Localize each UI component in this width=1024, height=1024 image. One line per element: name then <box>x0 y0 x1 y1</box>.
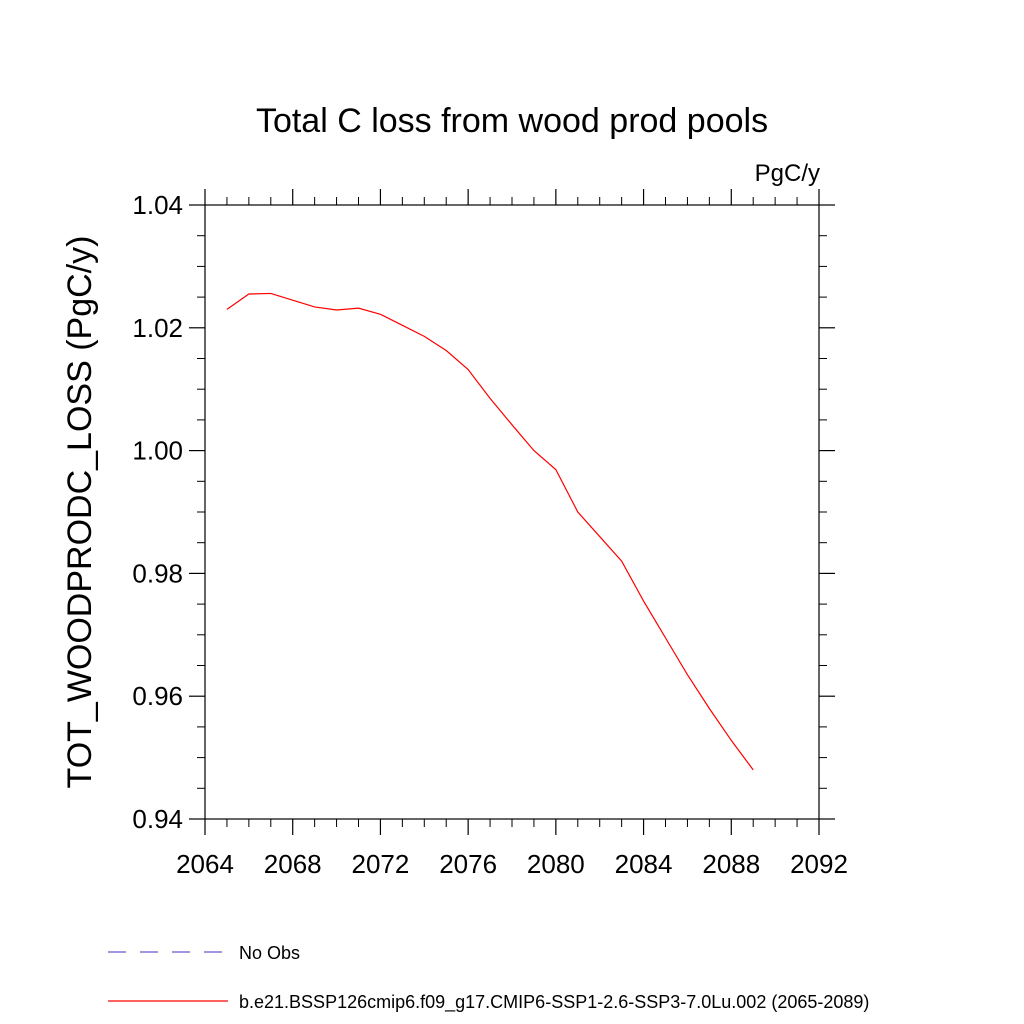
x-tick-label: 2064 <box>176 849 234 879</box>
series-line <box>226 292 754 771</box>
y-tick-label: 0.96 <box>132 681 183 711</box>
x-tick-label: 2088 <box>702 849 760 879</box>
legend-label: b.e21.BSSP126cmip6.f09_g17.CMIP6-SSP1-2.… <box>239 992 869 1013</box>
x-tick-label: 2072 <box>352 849 410 879</box>
y-tick-label: 0.98 <box>132 558 183 588</box>
y-tick-label: 0.94 <box>132 804 183 834</box>
y-tick-label: 1.00 <box>132 436 183 466</box>
y-tick-label: 1.02 <box>132 313 183 343</box>
legend-label: No Obs <box>239 943 300 963</box>
x-tick-label: 2084 <box>615 849 673 879</box>
series-layer <box>226 292 754 771</box>
x-tick-label: 2092 <box>790 849 848 879</box>
axis-ticks: 2064 2068 2072 2076 2080 2084 2088 2092 0.94 0.96… <box>132 189 848 879</box>
plot-frame <box>204 204 820 820</box>
units-label: PgC/y <box>755 160 820 187</box>
x-tick-label: 2080 <box>527 849 585 879</box>
legend: No Obs b.e21.BSSP126cmip6.f09_g17.CMIP6-S… <box>108 943 869 1013</box>
y-axis-label: TOT_WOODPRODC_LOSS (PgC/y) <box>61 236 99 789</box>
y-tick-label: 1.04 <box>132 190 183 220</box>
x-tick-label: 2068 <box>264 849 322 879</box>
x-tick-label: 2076 <box>439 849 497 879</box>
chart-title: Total C loss from wood prod pools <box>256 102 768 140</box>
